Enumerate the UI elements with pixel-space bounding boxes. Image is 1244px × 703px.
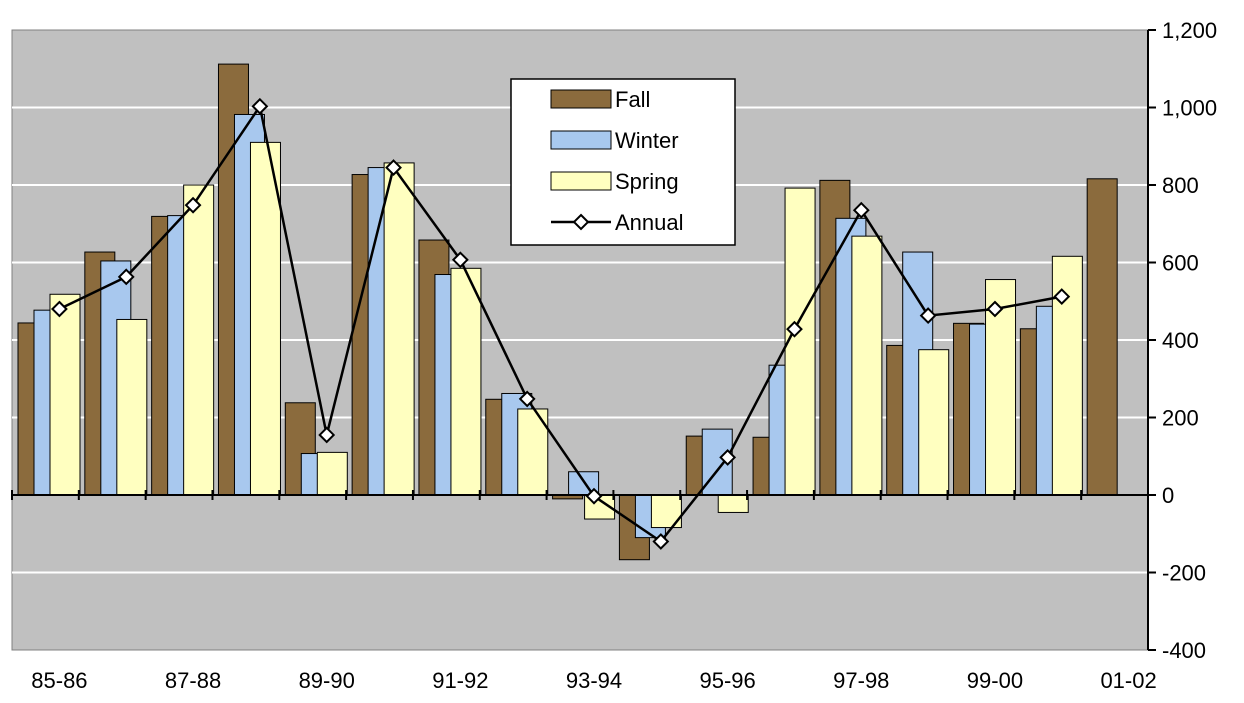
annual-point-marker [385, 159, 402, 176]
x-tick-label: 91-92 [432, 668, 488, 693]
x-tick-label: 85-86 [31, 668, 87, 693]
bar-spring [183, 184, 215, 496]
x-tick-label: 95-96 [700, 668, 756, 693]
annual-point-marker [318, 426, 336, 444]
x-tick-label: 93-94 [566, 668, 622, 693]
annual-point-marker [117, 268, 135, 286]
bar-spring [249, 141, 281, 496]
legend-label-annual: Annual [615, 210, 684, 235]
annual-point-marker [986, 300, 1004, 318]
x-tick-label: 89-90 [299, 668, 355, 693]
annual-series-line [58, 103, 1062, 544]
bar-spring [116, 318, 148, 496]
annual-point-marker [786, 320, 803, 338]
y-tick-label: 600 [1162, 251, 1199, 276]
annual-point-marker [1053, 288, 1071, 306]
x-tick-label: 97-98 [833, 668, 889, 693]
y-tick-label: -400 [1162, 638, 1206, 663]
annual-point-marker [50, 300, 68, 318]
legend-swatch-winter [550, 130, 612, 150]
annual-point-marker [451, 251, 469, 269]
legend-label-fall: Fall [615, 87, 650, 112]
bar-spring [316, 451, 348, 496]
bar-spring [851, 235, 883, 496]
y-tick-label: 800 [1162, 173, 1199, 198]
annual-point-marker [719, 448, 737, 466]
y-tick-label: 200 [1162, 406, 1199, 431]
y-tick-label: 1,000 [1162, 96, 1217, 121]
legend-swatch-marker [572, 213, 590, 231]
legend-label-spring: Spring [615, 169, 679, 194]
bar-fall [1086, 178, 1118, 496]
annual-point-marker [652, 533, 670, 550]
bar-spring [1051, 255, 1083, 496]
x-tick-label: 01-02 [1100, 668, 1156, 693]
x-tick-label: 87-88 [165, 668, 221, 693]
bar-spring [784, 187, 816, 496]
legend-label-winter: Winter [615, 128, 679, 153]
y-tick-label: -200 [1162, 561, 1206, 586]
legend-swatch-spring [550, 171, 612, 191]
legend-box [510, 78, 736, 246]
annual-point-marker [518, 390, 536, 408]
y-tick-label: 1,200 [1162, 18, 1217, 43]
annual-point-marker [852, 201, 870, 219]
bar-spring [450, 267, 482, 496]
bar-spring [985, 279, 1017, 496]
y-tick-label: 400 [1162, 328, 1199, 353]
bar-spring [717, 494, 749, 513]
bar-spring [918, 349, 950, 496]
bar-spring [383, 162, 415, 496]
annual-point-marker [251, 97, 269, 115]
y-tick-label: 0 [1162, 483, 1174, 508]
x-tick-label: 99-00 [967, 668, 1023, 693]
bar-spring [49, 293, 81, 496]
annual-point-marker [919, 307, 937, 325]
legend-swatch-fall [550, 89, 612, 109]
annual-point-marker [585, 487, 603, 505]
annual-point-marker [184, 196, 202, 214]
